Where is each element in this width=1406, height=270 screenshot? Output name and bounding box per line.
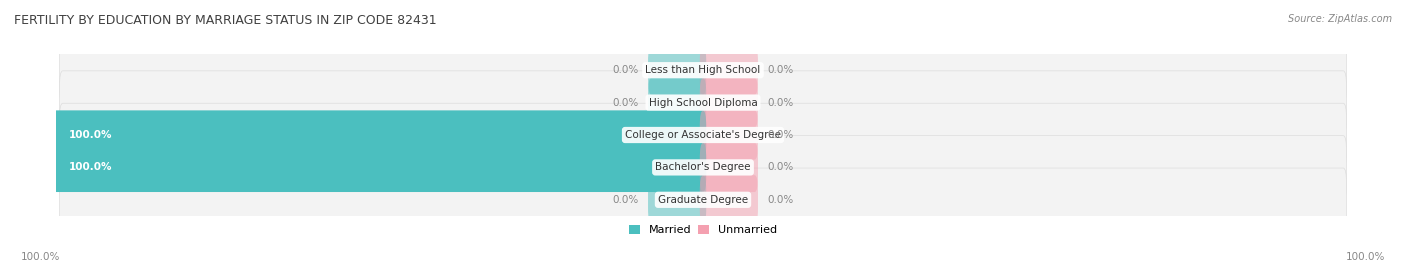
FancyBboxPatch shape xyxy=(53,143,706,192)
FancyBboxPatch shape xyxy=(648,46,706,95)
Text: 0.0%: 0.0% xyxy=(768,130,794,140)
FancyBboxPatch shape xyxy=(648,78,706,127)
Text: 0.0%: 0.0% xyxy=(612,195,638,205)
Text: 0.0%: 0.0% xyxy=(768,65,794,75)
Text: 100.0%: 100.0% xyxy=(69,130,112,140)
Text: 0.0%: 0.0% xyxy=(612,65,638,75)
Text: High School Diploma: High School Diploma xyxy=(648,97,758,108)
Text: Bachelor's Degree: Bachelor's Degree xyxy=(655,162,751,173)
FancyBboxPatch shape xyxy=(700,46,758,95)
Text: Less than High School: Less than High School xyxy=(645,65,761,75)
Legend: Married, Unmarried: Married, Unmarried xyxy=(624,220,782,239)
FancyBboxPatch shape xyxy=(700,143,758,192)
FancyBboxPatch shape xyxy=(59,103,1347,167)
FancyBboxPatch shape xyxy=(53,110,706,160)
FancyBboxPatch shape xyxy=(700,110,758,160)
FancyBboxPatch shape xyxy=(700,175,758,224)
Text: Graduate Degree: Graduate Degree xyxy=(658,195,748,205)
Text: 100.0%: 100.0% xyxy=(1346,252,1385,262)
Text: 0.0%: 0.0% xyxy=(768,97,794,108)
FancyBboxPatch shape xyxy=(648,175,706,224)
FancyBboxPatch shape xyxy=(700,78,758,127)
Text: 0.0%: 0.0% xyxy=(768,162,794,173)
Text: FERTILITY BY EDUCATION BY MARRIAGE STATUS IN ZIP CODE 82431: FERTILITY BY EDUCATION BY MARRIAGE STATU… xyxy=(14,14,437,26)
FancyBboxPatch shape xyxy=(59,168,1347,232)
Text: 0.0%: 0.0% xyxy=(612,97,638,108)
Text: 100.0%: 100.0% xyxy=(21,252,60,262)
Text: 0.0%: 0.0% xyxy=(768,195,794,205)
Text: 100.0%: 100.0% xyxy=(69,162,112,173)
FancyBboxPatch shape xyxy=(59,136,1347,199)
FancyBboxPatch shape xyxy=(59,71,1347,134)
FancyBboxPatch shape xyxy=(59,38,1347,102)
Text: College or Associate's Degree: College or Associate's Degree xyxy=(626,130,780,140)
Text: Source: ZipAtlas.com: Source: ZipAtlas.com xyxy=(1288,14,1392,23)
